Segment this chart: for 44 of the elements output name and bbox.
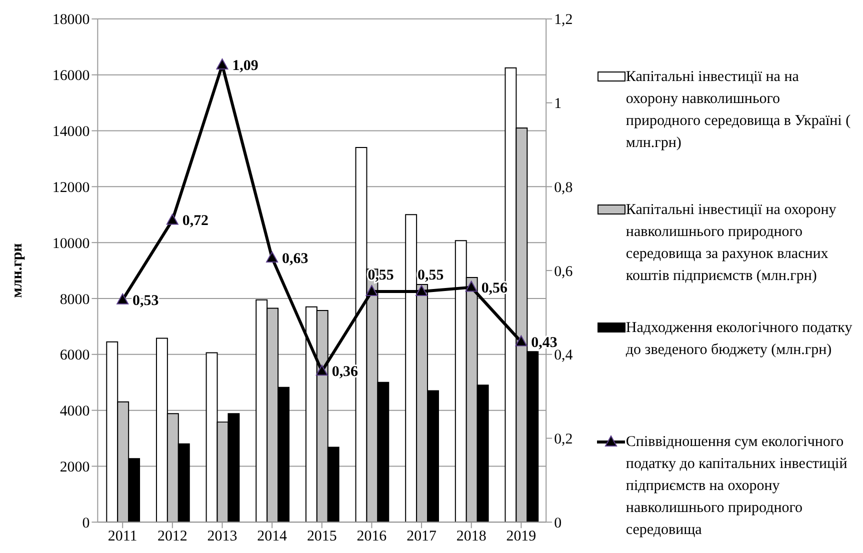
y-tick-label: 12000 bbox=[52, 180, 90, 196]
y2-tick-label: 1 bbox=[554, 96, 562, 112]
legend-label: Надходження екологічного податку до зведеного бюджету (млн.грн) bbox=[626, 319, 854, 360]
point bbox=[216, 58, 228, 70]
point bbox=[366, 285, 378, 296]
x-tick-label: 2012 bbox=[157, 528, 188, 545]
data-label: 0,55 bbox=[418, 268, 444, 284]
x-tick-label: 2015 bbox=[306, 528, 337, 545]
y-tick-label: 16000 bbox=[52, 68, 90, 84]
data-label: 0,63 bbox=[282, 250, 308, 267]
y-tick-label: 14000 bbox=[52, 124, 90, 140]
point bbox=[515, 335, 528, 346]
y-tick-label: 18000 bbox=[52, 12, 90, 28]
point bbox=[116, 293, 129, 304]
point bbox=[266, 251, 278, 262]
y-tick-label: 4000 bbox=[60, 404, 90, 420]
y2-tick-label: 1,2 bbox=[554, 12, 573, 28]
x-tick-label: 2016 bbox=[356, 528, 388, 545]
point bbox=[166, 214, 178, 225]
y2-tick-label: 0,2 bbox=[554, 432, 573, 448]
y-tick-label: 10000 bbox=[52, 236, 90, 252]
legend-label: Капітальні інвестиції на охорону навколишнього природного середовища за рахунок власних коштів підприємств (млн.грн) bbox=[626, 201, 838, 286]
x-tick-label: 2017 bbox=[406, 528, 438, 545]
point bbox=[416, 285, 428, 296]
y-tick-label: 2000 bbox=[60, 460, 90, 476]
data-label: 0,53 bbox=[132, 292, 159, 309]
y-tick-label: 0 bbox=[82, 515, 90, 532]
x-tick-label: 2011 bbox=[108, 528, 138, 545]
y-tick-label: 6000 bbox=[60, 348, 90, 364]
x-tick-label: 2018 bbox=[456, 528, 486, 545]
x-tick-label: 2019 bbox=[506, 528, 536, 545]
x-tick-label: 2014 bbox=[257, 528, 288, 545]
y2-tick-label: 0,6 bbox=[554, 264, 574, 280]
legend-label: Співвідношення сум екологічного податку до капітальних інвестицій підприємств на охорону навколишнього природного середовища bbox=[626, 433, 848, 540]
y-axis-title: млн.грн bbox=[9, 242, 26, 298]
y2-tick-label: 0 bbox=[554, 515, 562, 532]
x-tick-label: 2013 bbox=[207, 528, 238, 545]
legend-label: Капітальні інвестиції на на охорону навколишнього природного середовища в Україні ( млн.грн) bbox=[626, 68, 852, 153]
y2-tick-label: 0,8 bbox=[554, 180, 573, 196]
point bbox=[465, 280, 478, 292]
data-label: 1,09 bbox=[232, 58, 258, 74]
point bbox=[316, 364, 328, 376]
y-tick-label: 8000 bbox=[60, 292, 90, 308]
data-label: 0,72 bbox=[182, 213, 209, 230]
